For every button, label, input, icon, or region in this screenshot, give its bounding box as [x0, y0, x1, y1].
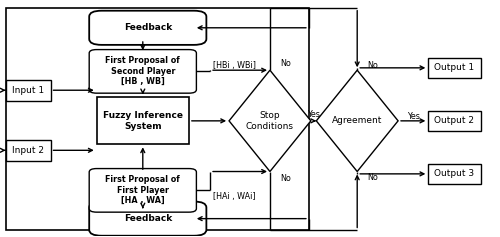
FancyBboxPatch shape — [89, 11, 206, 45]
FancyBboxPatch shape — [6, 80, 51, 101]
FancyBboxPatch shape — [428, 111, 480, 131]
Text: Stop
Conditions: Stop Conditions — [246, 111, 294, 131]
Text: No: No — [280, 59, 291, 68]
Text: Feedback: Feedback — [124, 23, 172, 32]
FancyBboxPatch shape — [89, 50, 196, 93]
FancyBboxPatch shape — [428, 58, 480, 78]
Text: First Proposal of
Second Player
[HB , WB]: First Proposal of Second Player [HB , WB… — [106, 56, 180, 86]
Text: Input 1: Input 1 — [12, 86, 44, 95]
Text: [HBi , WBi]: [HBi , WBi] — [212, 61, 256, 70]
Text: First Proposal of
First Player
[HA , WA]: First Proposal of First Player [HA , WA] — [106, 175, 180, 205]
FancyBboxPatch shape — [89, 201, 206, 236]
Text: No: No — [367, 173, 378, 182]
Text: Input 2: Input 2 — [12, 146, 44, 155]
Text: No: No — [367, 61, 378, 70]
FancyBboxPatch shape — [428, 164, 480, 184]
Text: Yes: Yes — [406, 112, 420, 121]
Text: [HAi , WAi]: [HAi , WAi] — [212, 192, 255, 201]
FancyBboxPatch shape — [6, 140, 51, 161]
Text: Output 3: Output 3 — [434, 169, 474, 178]
FancyBboxPatch shape — [96, 97, 189, 144]
Text: Fuzzy Inference
System: Fuzzy Inference System — [103, 111, 183, 131]
Text: Agreement: Agreement — [332, 116, 382, 125]
Text: Feedback: Feedback — [124, 214, 172, 223]
Polygon shape — [316, 70, 398, 172]
Text: No: No — [280, 174, 291, 183]
Polygon shape — [229, 70, 311, 172]
Text: Yes: Yes — [307, 110, 320, 119]
Text: Output 1: Output 1 — [434, 63, 474, 72]
FancyBboxPatch shape — [89, 169, 196, 212]
Text: Output 2: Output 2 — [434, 116, 474, 125]
